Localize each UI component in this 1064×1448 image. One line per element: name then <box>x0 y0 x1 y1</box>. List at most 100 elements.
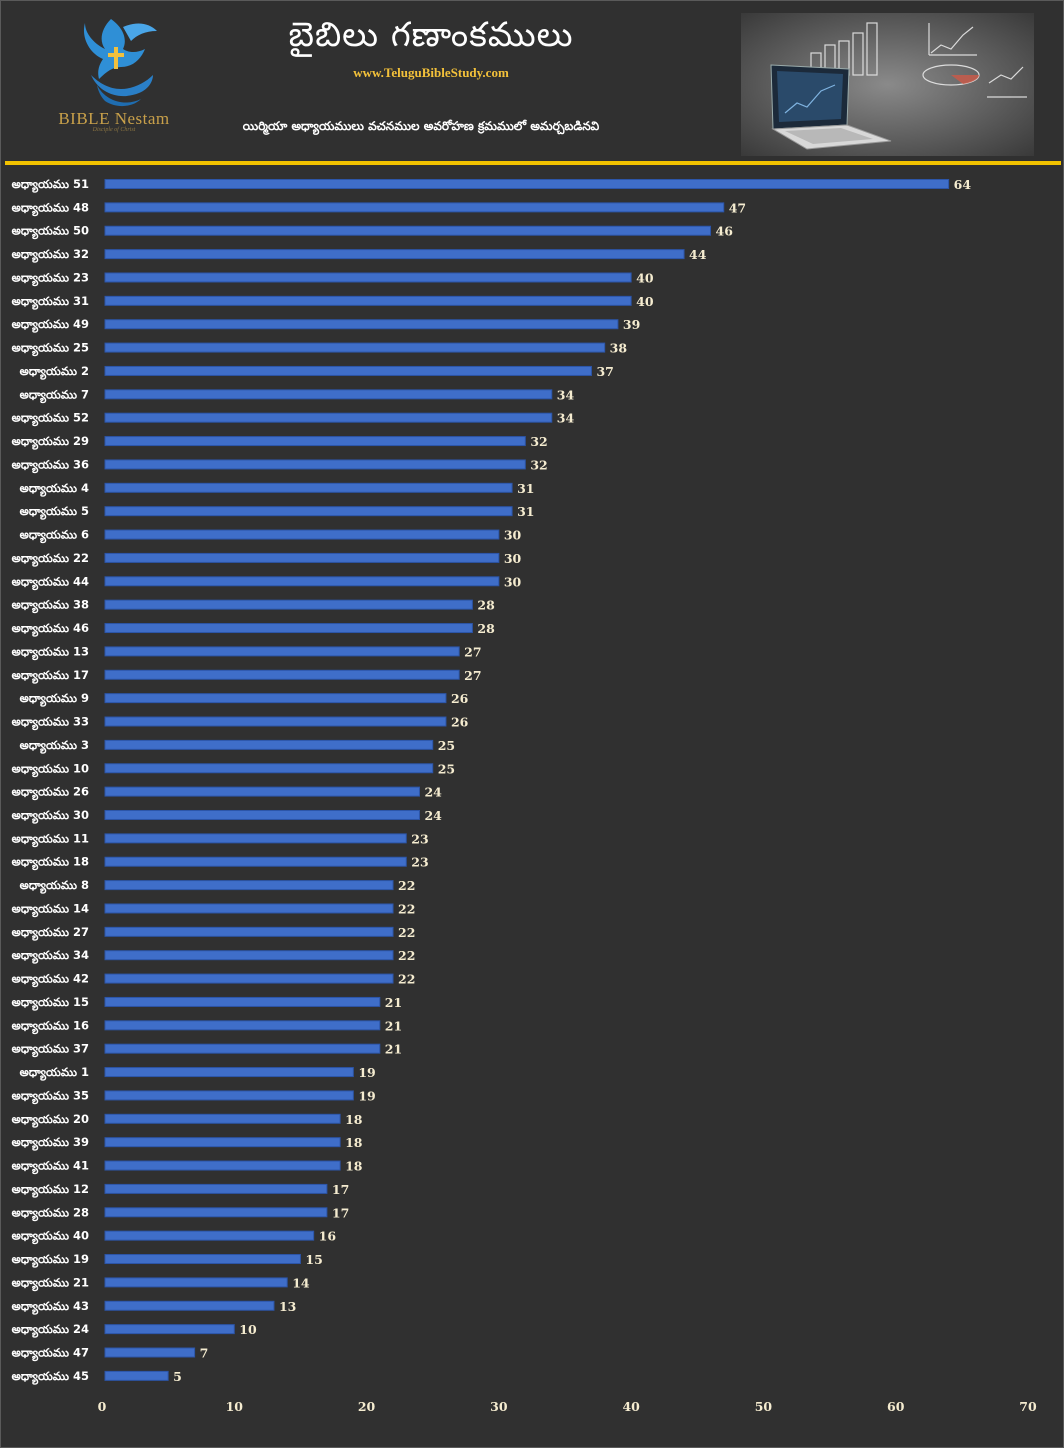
value-label: 40 <box>636 270 654 285</box>
bar <box>104 342 606 353</box>
bar <box>104 552 500 563</box>
value-label: 64 <box>954 177 972 192</box>
category-label: అధ్యాయము 48 <box>12 200 89 216</box>
value-label: 24 <box>424 808 442 823</box>
category-label: అధ్యాయము 46 <box>12 621 89 637</box>
bar <box>104 599 473 610</box>
category-label: అధ్యాయము 41 <box>12 1159 89 1175</box>
value-label: 31 <box>517 504 534 519</box>
value-label: 21 <box>385 1018 402 1033</box>
category-label: అధ్యాయము 15 <box>12 995 89 1011</box>
value-label: 28 <box>477 598 495 613</box>
category-label: అధ్యాయము 6 <box>20 528 89 544</box>
category-label: అధ్యాయము 13 <box>12 644 89 660</box>
bar <box>104 1113 341 1124</box>
value-label: 22 <box>398 948 415 963</box>
category-label: అధ్యాయము 38 <box>12 598 89 614</box>
category-label: అధ్యాయము 14 <box>12 901 89 917</box>
bar <box>104 903 394 914</box>
value-label: 18 <box>345 1159 363 1174</box>
value-label: 40 <box>636 294 654 309</box>
divider-line <box>5 161 1061 165</box>
bar <box>104 1160 341 1171</box>
category-label: అధ్యాయము 34 <box>12 948 89 964</box>
chart-subtitle: యిర్మియా అధ్యాయములు వచనముల అవరోహణ క్రమము… <box>242 119 600 133</box>
value-label: 22 <box>398 925 415 940</box>
bar <box>104 646 460 657</box>
value-label: 39 <box>623 317 640 332</box>
value-label: 23 <box>411 855 428 870</box>
bar <box>104 1137 341 1148</box>
x-tick-label: 50 <box>755 1399 773 1414</box>
value-label: 22 <box>398 878 415 893</box>
category-label: అధ్యాయము 5 <box>20 504 89 520</box>
category-label: అధ్యాయము 10 <box>12 761 89 777</box>
bar <box>104 1067 354 1078</box>
category-label: అధ్యాయము 20 <box>12 1112 89 1128</box>
category-label: అధ్యాయము 22 <box>12 551 89 567</box>
value-label: 26 <box>451 715 469 730</box>
value-label: 30 <box>504 574 522 589</box>
value-label: 19 <box>358 1065 375 1080</box>
category-label: అధ్యాయము 51 <box>12 177 89 193</box>
bar <box>104 1020 381 1031</box>
x-tick-label: 0 <box>98 1399 107 1414</box>
value-label: 22 <box>398 972 415 987</box>
category-label: అధ్యాయము 42 <box>12 972 89 988</box>
bar <box>104 576 500 587</box>
category-label: అధ్యాయము 18 <box>12 855 89 871</box>
bar <box>104 1090 354 1101</box>
bar <box>104 926 394 937</box>
logo-text: BIBLE Nestam <box>58 109 170 128</box>
bar <box>104 202 725 213</box>
bar <box>104 763 434 774</box>
bar <box>104 739 434 750</box>
category-label: అధ్యాయము 24 <box>12 1322 89 1338</box>
bar <box>104 506 513 517</box>
category-label: అధ్యాయము 16 <box>12 1018 89 1034</box>
category-label: అధ్యాయము 8 <box>20 878 89 894</box>
value-label: 28 <box>477 621 495 636</box>
value-label: 32 <box>530 457 547 472</box>
bar <box>104 693 447 704</box>
value-label: 37 <box>596 364 613 379</box>
bar <box>104 272 632 283</box>
category-label: అధ్యాయము 37 <box>12 1042 89 1058</box>
website-link[interactable]: www.TeluguBibleStudy.com <box>353 65 509 80</box>
bar <box>104 1300 275 1311</box>
bar <box>104 973 394 984</box>
value-label: 27 <box>464 668 481 683</box>
bar <box>104 669 460 680</box>
bar <box>104 1370 169 1381</box>
value-label: 34 <box>557 411 575 426</box>
value-label: 25 <box>438 761 455 776</box>
value-label: 21 <box>385 995 402 1010</box>
category-label: అధ్యాయము 43 <box>12 1299 89 1315</box>
x-tick-label: 10 <box>226 1399 244 1414</box>
bar <box>104 225 712 236</box>
value-labels: 64 47 46 44 40 40 39 38 37 34 34 32 32 31 31 30 30 30 28 28… <box>173 177 971 1384</box>
bar <box>104 716 447 727</box>
bar <box>104 1183 328 1194</box>
bars-layer <box>104 179 950 1381</box>
category-label: అధ్యాయము 32 <box>12 247 89 263</box>
bar <box>104 1230 315 1241</box>
value-label: 27 <box>464 644 481 659</box>
value-label: 26 <box>451 691 469 706</box>
category-label: అధ్యాయము 28 <box>12 1205 89 1221</box>
value-label: 18 <box>345 1135 363 1150</box>
value-label: 17 <box>332 1205 349 1220</box>
category-labels: అధ్యాయము 51 అధ్యాయము 48 అధ్యాయము 50 అధ్యాయమ… <box>12 177 89 1385</box>
category-label: అధ్యాయము 39 <box>12 1135 89 1151</box>
category-label: అధ్యాయము 44 <box>12 574 89 590</box>
category-label: అధ్యాయము 7 <box>20 387 89 403</box>
bar <box>104 295 632 306</box>
category-label: అధ్యాయము 27 <box>12 925 89 941</box>
category-label: అధ్యాయము 29 <box>12 434 89 450</box>
value-label: 34 <box>557 387 575 402</box>
bar <box>104 1207 328 1218</box>
bar <box>104 809 420 820</box>
bar <box>104 1043 381 1054</box>
value-label: 10 <box>239 1322 257 1337</box>
